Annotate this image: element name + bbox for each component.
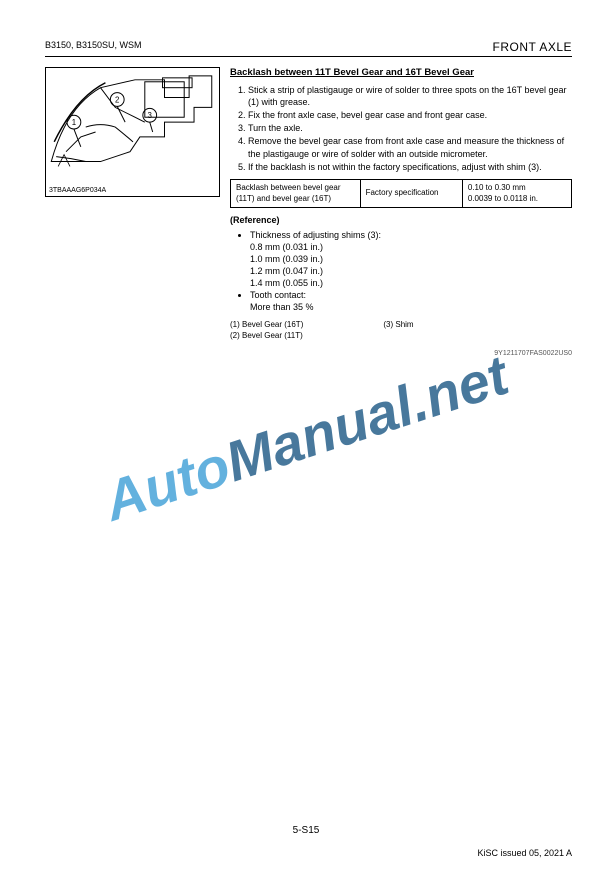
watermark-part-a: Auto bbox=[97, 433, 238, 532]
step-item: Turn the axle. bbox=[248, 122, 572, 134]
spec-cell: Factory specification bbox=[360, 179, 462, 208]
legend: (1) Bevel Gear (16T) (2) Bevel Gear (11T… bbox=[230, 320, 572, 344]
figure-code: 3TBAAAG6P034A bbox=[49, 187, 106, 194]
shim-value: 0.8 mm (0.031 in.) bbox=[250, 241, 572, 253]
svg-text:1: 1 bbox=[72, 118, 76, 127]
step-item: Stick a strip of plastigauge or wire of … bbox=[248, 84, 572, 108]
spec-val: 0.10 to 0.30 mm bbox=[468, 183, 566, 194]
spec-table: Backlash between bevel gear (11T) and be… bbox=[230, 179, 572, 209]
step-list: Stick a strip of plastigauge or wire of … bbox=[230, 84, 572, 173]
list-item: Tooth contact: More than 35 % bbox=[250, 289, 572, 313]
shim-label: Thickness of adjusting shims (3): bbox=[250, 230, 381, 240]
diagram-svg: 1 2 3 bbox=[46, 68, 219, 196]
table-row: Backlash between bevel gear (11T) and be… bbox=[231, 179, 572, 208]
step-item: Fix the front axle case, bevel gear case… bbox=[248, 109, 572, 121]
section-title: Backlash between 11T Bevel Gear and 16T … bbox=[230, 67, 572, 80]
reference-list: Thickness of adjusting shims (3): 0.8 mm… bbox=[230, 229, 572, 314]
shim-value: 1.4 mm (0.055 in.) bbox=[250, 277, 572, 289]
header-model: B3150, B3150SU, WSM bbox=[45, 40, 142, 54]
text-column: Backlash between 11T Bevel Gear and 16T … bbox=[230, 67, 572, 359]
header-section: FRONT AXLE bbox=[493, 40, 572, 54]
content-row: 1 2 3 3TBAAAG6P034A Backlash between 11T… bbox=[45, 67, 572, 359]
legend-item: (1) Bevel Gear (16T) bbox=[230, 320, 303, 331]
list-item: Thickness of adjusting shims (3): 0.8 mm… bbox=[250, 229, 572, 290]
spec-val: 0.0039 to 0.0118 in. bbox=[468, 194, 566, 205]
doc-code: 9Y1211707FAS0022US0 bbox=[230, 349, 572, 358]
tooth-value: More than 35 % bbox=[250, 301, 572, 313]
spec-cell: Backlash between bevel gear (11T) and be… bbox=[231, 179, 361, 208]
legend-left: (1) Bevel Gear (16T) (2) Bevel Gear (11T… bbox=[230, 320, 303, 344]
watermark: AutoManual.net bbox=[96, 342, 516, 534]
issue-line: KiSC issued 05, 2021 A bbox=[477, 848, 572, 858]
page-number: 5-S15 bbox=[0, 825, 612, 836]
step-item: Remove the bevel gear case from front ax… bbox=[248, 135, 572, 159]
svg-text:3: 3 bbox=[148, 111, 153, 120]
shim-value: 1.2 mm (0.047 in.) bbox=[250, 265, 572, 277]
svg-text:2: 2 bbox=[115, 95, 119, 104]
shim-values: 0.8 mm (0.031 in.) 1.0 mm (0.039 in.) 1.… bbox=[250, 241, 572, 290]
reference-heading: (Reference) bbox=[230, 214, 572, 226]
step-item: If the backlash is not within the factor… bbox=[248, 161, 572, 173]
legend-item: (2) Bevel Gear (11T) bbox=[230, 331, 303, 342]
page-header: B3150, B3150SU, WSM FRONT AXLE bbox=[45, 40, 572, 57]
watermark-part-b: Manual.net bbox=[218, 343, 516, 493]
spec-cell: 0.10 to 0.30 mm 0.0039 to 0.0118 in. bbox=[462, 179, 571, 208]
legend-right: (3) Shim bbox=[383, 320, 413, 344]
figure-box: 1 2 3 3TBAAAG6P034A bbox=[45, 67, 220, 197]
tooth-label: Tooth contact: bbox=[250, 290, 306, 300]
shim-value: 1.0 mm (0.039 in.) bbox=[250, 253, 572, 265]
legend-item: (3) Shim bbox=[383, 320, 413, 331]
